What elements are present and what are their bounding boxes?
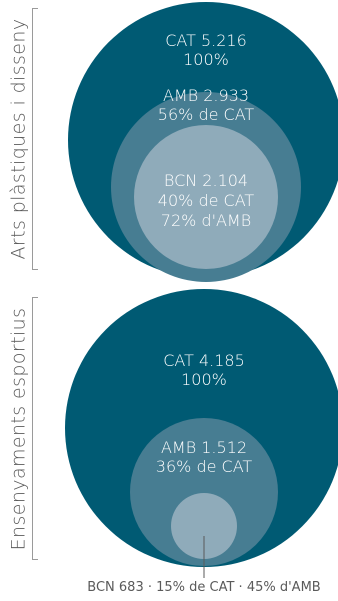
circle-bcn-inner xyxy=(171,493,237,559)
circle-bcn-inner xyxy=(134,125,278,269)
circle-label-bcn-line-1: 40% de CAT xyxy=(158,191,255,210)
section-bracket-sports xyxy=(32,297,38,560)
circle-label-amb-line-0: AMB 2.933 xyxy=(163,86,249,105)
circle-label-cat-line-0: CAT 4.185 xyxy=(163,351,245,370)
circle-label-cat-line-1: 100% xyxy=(183,50,229,69)
section-bracket-arts xyxy=(32,8,38,270)
circle-label-amb-line-1: 56% de CAT xyxy=(158,105,255,124)
circle-label-bcn-line-2: 72% d'AMB xyxy=(161,211,251,230)
circle-label-cat-line-1: 100% xyxy=(181,370,227,389)
circle-label-bcn-line-0: BCN 2.104 xyxy=(164,171,248,190)
circle-label-amb-line-1: 36% de CAT xyxy=(156,457,253,476)
footnote-bcn-label: BCN 683 · 15% de CAT · 45% d'AMB xyxy=(87,580,320,595)
circle-amb-middle xyxy=(130,418,278,566)
circle-label-cat-line-0: CAT 5.216 xyxy=(165,31,247,50)
circle-label-amb-line-0: AMB 1.512 xyxy=(161,438,247,457)
